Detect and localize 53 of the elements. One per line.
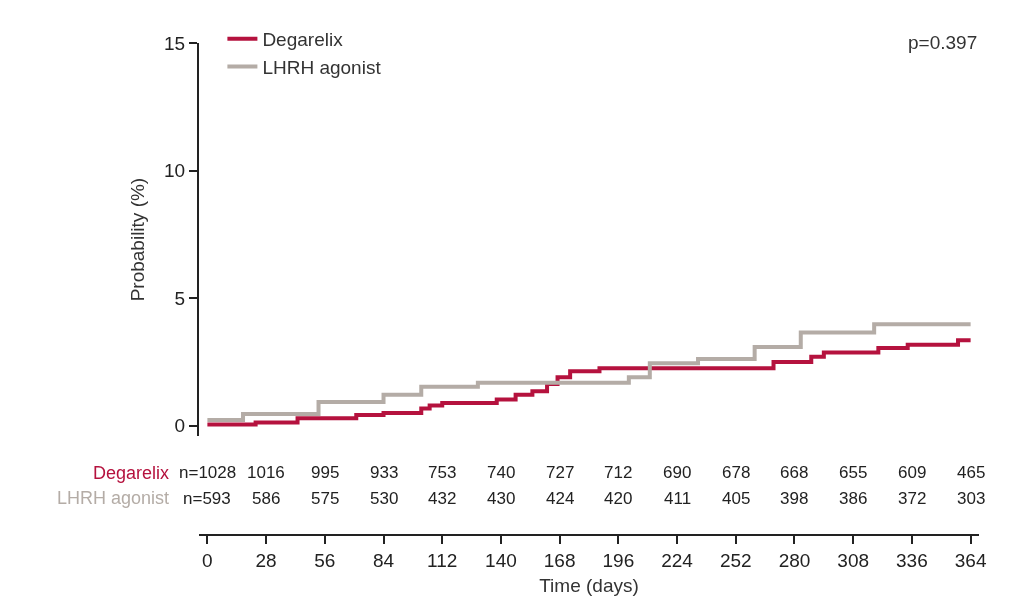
x-tick-label: 168 bbox=[543, 549, 576, 571]
x-tick-label: 280 bbox=[778, 549, 811, 571]
text: 465 bbox=[957, 463, 986, 482]
x-tick-label: 84 bbox=[372, 549, 395, 571]
text: 420 bbox=[604, 489, 633, 508]
x-tick-label: 364 bbox=[954, 549, 987, 571]
y-tick-label: 0 bbox=[174, 415, 186, 437]
text: 712 bbox=[604, 463, 633, 482]
text: 753 bbox=[428, 463, 457, 482]
text: 668 bbox=[780, 463, 809, 482]
text: 575 bbox=[311, 489, 340, 508]
x-tick-label: 252 bbox=[719, 549, 752, 571]
y-tick-label: 15 bbox=[164, 32, 186, 54]
legend-label: Degarelix bbox=[262, 29, 344, 51]
text: 303 bbox=[957, 489, 986, 508]
text: LHRH agonist bbox=[57, 488, 170, 508]
text: 933 bbox=[370, 463, 399, 482]
x-tick-label: 112 bbox=[427, 549, 458, 571]
x-tick-label: 196 bbox=[602, 549, 635, 571]
text: 424 bbox=[546, 489, 575, 508]
x-tick-label: 56 bbox=[314, 549, 336, 571]
text: 386 bbox=[839, 489, 868, 508]
text: Degarelix bbox=[93, 463, 170, 483]
text: 372 bbox=[898, 489, 927, 508]
legend-label: LHRH agonist bbox=[262, 56, 382, 78]
text: 609 bbox=[898, 463, 927, 482]
x-tick-label: 224 bbox=[661, 549, 694, 571]
text: 678 bbox=[722, 463, 751, 482]
text: 586 bbox=[252, 489, 281, 508]
text: 405 bbox=[722, 489, 751, 508]
y-tick-label: 5 bbox=[174, 287, 186, 309]
text: 411 bbox=[664, 489, 692, 508]
text: 740 bbox=[487, 463, 516, 482]
text: 995 bbox=[311, 463, 340, 482]
text: n=593 bbox=[183, 489, 231, 508]
x-tick-label: 140 bbox=[485, 549, 517, 571]
x-tick-label: 0 bbox=[202, 549, 213, 571]
text: 432 bbox=[428, 489, 457, 508]
text: 530 bbox=[370, 489, 399, 508]
text: 430 bbox=[487, 489, 516, 508]
annotation: p=0.397 bbox=[908, 32, 978, 53]
text: 727 bbox=[546, 463, 575, 482]
x-tick-label: 308 bbox=[837, 549, 870, 571]
y-tick-label: 10 bbox=[164, 160, 186, 182]
x-tick-label: 28 bbox=[255, 549, 277, 571]
y-axis-title: Probability (%) bbox=[127, 177, 149, 302]
text: 690 bbox=[663, 463, 692, 482]
text: 398 bbox=[780, 489, 809, 508]
text: 655 bbox=[839, 463, 868, 482]
text: n=1028 bbox=[179, 463, 237, 482]
x-tick-label: 336 bbox=[896, 549, 928, 571]
text: 1016 bbox=[247, 463, 285, 482]
x-axis-title: Time (days) bbox=[539, 575, 639, 597]
